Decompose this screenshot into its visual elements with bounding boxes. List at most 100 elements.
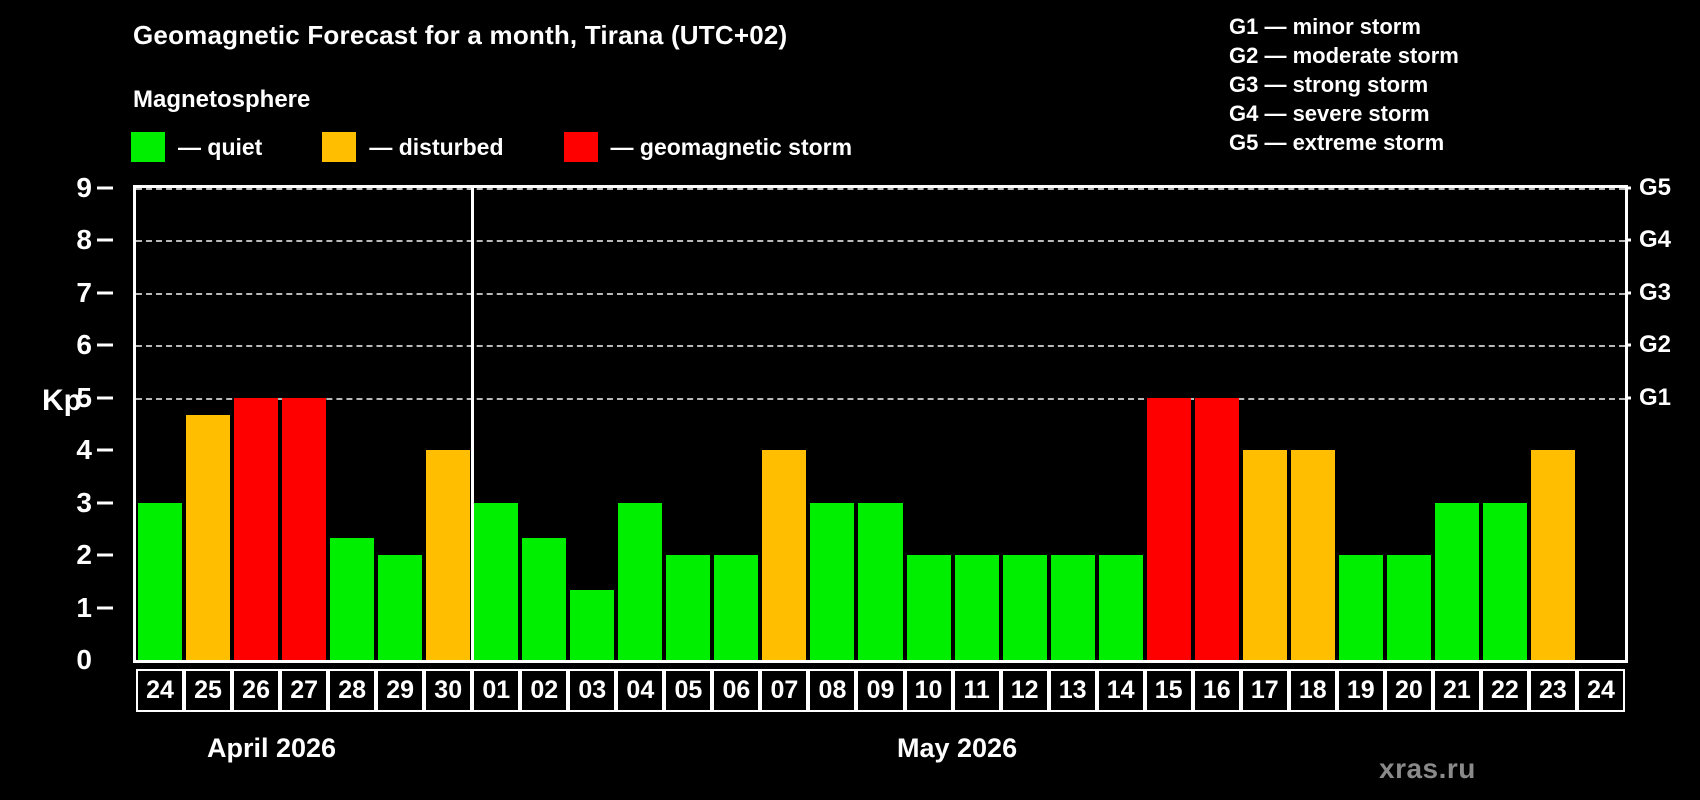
bar-day-13 (1050, 555, 1095, 660)
y-tick-mark-5 (97, 396, 113, 400)
day-label-23: 17 (1240, 669, 1289, 712)
day-axis-labels: 24 25 26 27 28 29 30 01 02 03 04 05 06 07 08 09 10 11 12 13… (133, 669, 1628, 712)
bar-day-27 (282, 397, 327, 660)
legend-item-quiet: — quiet (131, 132, 262, 162)
day-label-26: 20 (1384, 669, 1433, 712)
y-tick-label-1: 1 (76, 591, 92, 623)
day-label-17: 11 (952, 669, 1001, 712)
bar-day-23 (1530, 450, 1575, 660)
bar-day-10 (906, 555, 951, 660)
g-tick-label-g2: G2 (1639, 331, 1672, 359)
y-tick-mark-3 (97, 501, 113, 505)
y-axis-title: Kp (42, 384, 82, 417)
legend-item-disturbed: — disturbed (322, 132, 504, 162)
month-label-april: April 2026 (207, 733, 337, 763)
day-label-30: 24 (1576, 669, 1625, 712)
g-tick-label-g3: G3 (1639, 278, 1672, 306)
bar-day-15 (1146, 397, 1191, 660)
bar-day-30 (426, 450, 471, 660)
day-label-20: 14 (1096, 669, 1145, 712)
bar-day-16 (1194, 397, 1239, 660)
bar-day-05 (666, 555, 711, 660)
gscale-row-g4: G4 — severe storm (1229, 101, 1430, 126)
legend-swatch-storm (563, 132, 598, 162)
gscale-row-g1: G1 — minor storm (1229, 14, 1421, 39)
day-label-29: 23 (1528, 669, 1577, 712)
bar-day-04 (618, 502, 663, 660)
day-label-16: 10 (904, 669, 953, 712)
g-tick-label-g1: G1 (1639, 383, 1672, 411)
bar-day-09 (858, 502, 903, 660)
day-label-7: 01 (472, 669, 521, 712)
page-title: Geomagnetic Forecast for a month, Tirana… (133, 20, 788, 50)
bar-day-14 (1098, 555, 1143, 660)
day-label-1: 25 (184, 669, 233, 712)
day-label-14: 08 (808, 669, 857, 712)
day-label-12: 06 (712, 669, 761, 712)
bar-day-19 (1338, 555, 1383, 660)
bar-day-25 (186, 415, 231, 660)
y-tick-label-9: 9 (76, 172, 92, 203)
bar-day-18 (1290, 450, 1335, 660)
bar-day-06 (714, 555, 759, 660)
y-tick-label-5: 5 (76, 381, 92, 413)
bar-series (136, 188, 1625, 660)
month-divider (470, 188, 474, 660)
day-label-6: 30 (424, 669, 473, 712)
y-tick-mark-6 (97, 343, 113, 347)
legend-swatch-quiet (131, 132, 165, 162)
y-tick-label-4: 4 (76, 434, 92, 466)
chart-plot-area (133, 185, 1628, 663)
gridline-kp-6 (136, 345, 1625, 348)
bar-day-08 (810, 502, 855, 660)
bar-day-20 (1386, 555, 1431, 660)
legend-label-quiet: — quiet (178, 133, 263, 160)
legend-item-storm: — geomagnetic storm (563, 132, 853, 162)
bar-day-21 (1434, 502, 1479, 660)
bar-day-02 (522, 537, 567, 660)
watermark: xras.ru (1379, 753, 1476, 784)
y-tick-label-8: 8 (76, 224, 92, 256)
y-tick-label-6: 6 (76, 329, 92, 361)
day-label-10: 04 (616, 669, 665, 712)
gscale-legend: G1 — minor storm G2 — moderate storm G3 … (1229, 12, 1459, 157)
bar-day-12 (1002, 555, 1047, 660)
bar-day-01 (474, 502, 519, 660)
bar-day-03 (570, 590, 615, 660)
day-label-22: 16 (1192, 669, 1241, 712)
gridline-kp-7 (136, 292, 1625, 295)
day-label-28: 22 (1480, 669, 1529, 712)
day-label-9: 03 (568, 669, 617, 712)
gridline-kp-8 (136, 240, 1625, 243)
bar-day-28 (330, 537, 375, 660)
bar-day-26 (234, 397, 279, 660)
day-label-24: 18 (1288, 669, 1337, 712)
magnetosphere-label: Magnetosphere (133, 86, 311, 113)
day-label-4: 28 (328, 669, 377, 712)
y-tick-label-0: 0 (76, 644, 92, 675)
month-label-may: May 2026 (897, 733, 1018, 763)
y-tick-label-3: 3 (76, 486, 92, 518)
gscale-row-g2: G2 — moderate storm (1229, 43, 1459, 68)
legend-swatch-disturbed (322, 132, 357, 162)
day-label-19: 13 (1048, 669, 1097, 712)
bar-day-29 (378, 555, 423, 660)
bar-day-07 (762, 450, 807, 660)
bar-day-22 (1482, 502, 1527, 660)
y-tick-mark-1 (97, 606, 113, 610)
y-tick-mark-8 (97, 238, 113, 242)
legend: — quiet — disturbed — geomagnetic storm (131, 132, 912, 162)
y-tick-mark-9 (97, 186, 113, 190)
g-tick-label-g4: G4 (1639, 226, 1672, 254)
day-label-0: 24 (136, 669, 185, 712)
legend-label-storm: — geomagnetic storm (610, 133, 853, 160)
gscale-row-g5: G5 — extreme storm (1229, 130, 1445, 155)
bar-day-11 (954, 555, 999, 660)
day-label-25: 19 (1336, 669, 1385, 712)
gridline-kp-9 (136, 188, 1625, 190)
y-tick-mark-4 (97, 448, 113, 452)
bar-day-17 (1242, 450, 1287, 660)
day-label-21: 15 (1144, 669, 1193, 712)
day-label-5: 29 (376, 669, 425, 712)
g-tick-label-g5: G5 (1639, 174, 1672, 201)
